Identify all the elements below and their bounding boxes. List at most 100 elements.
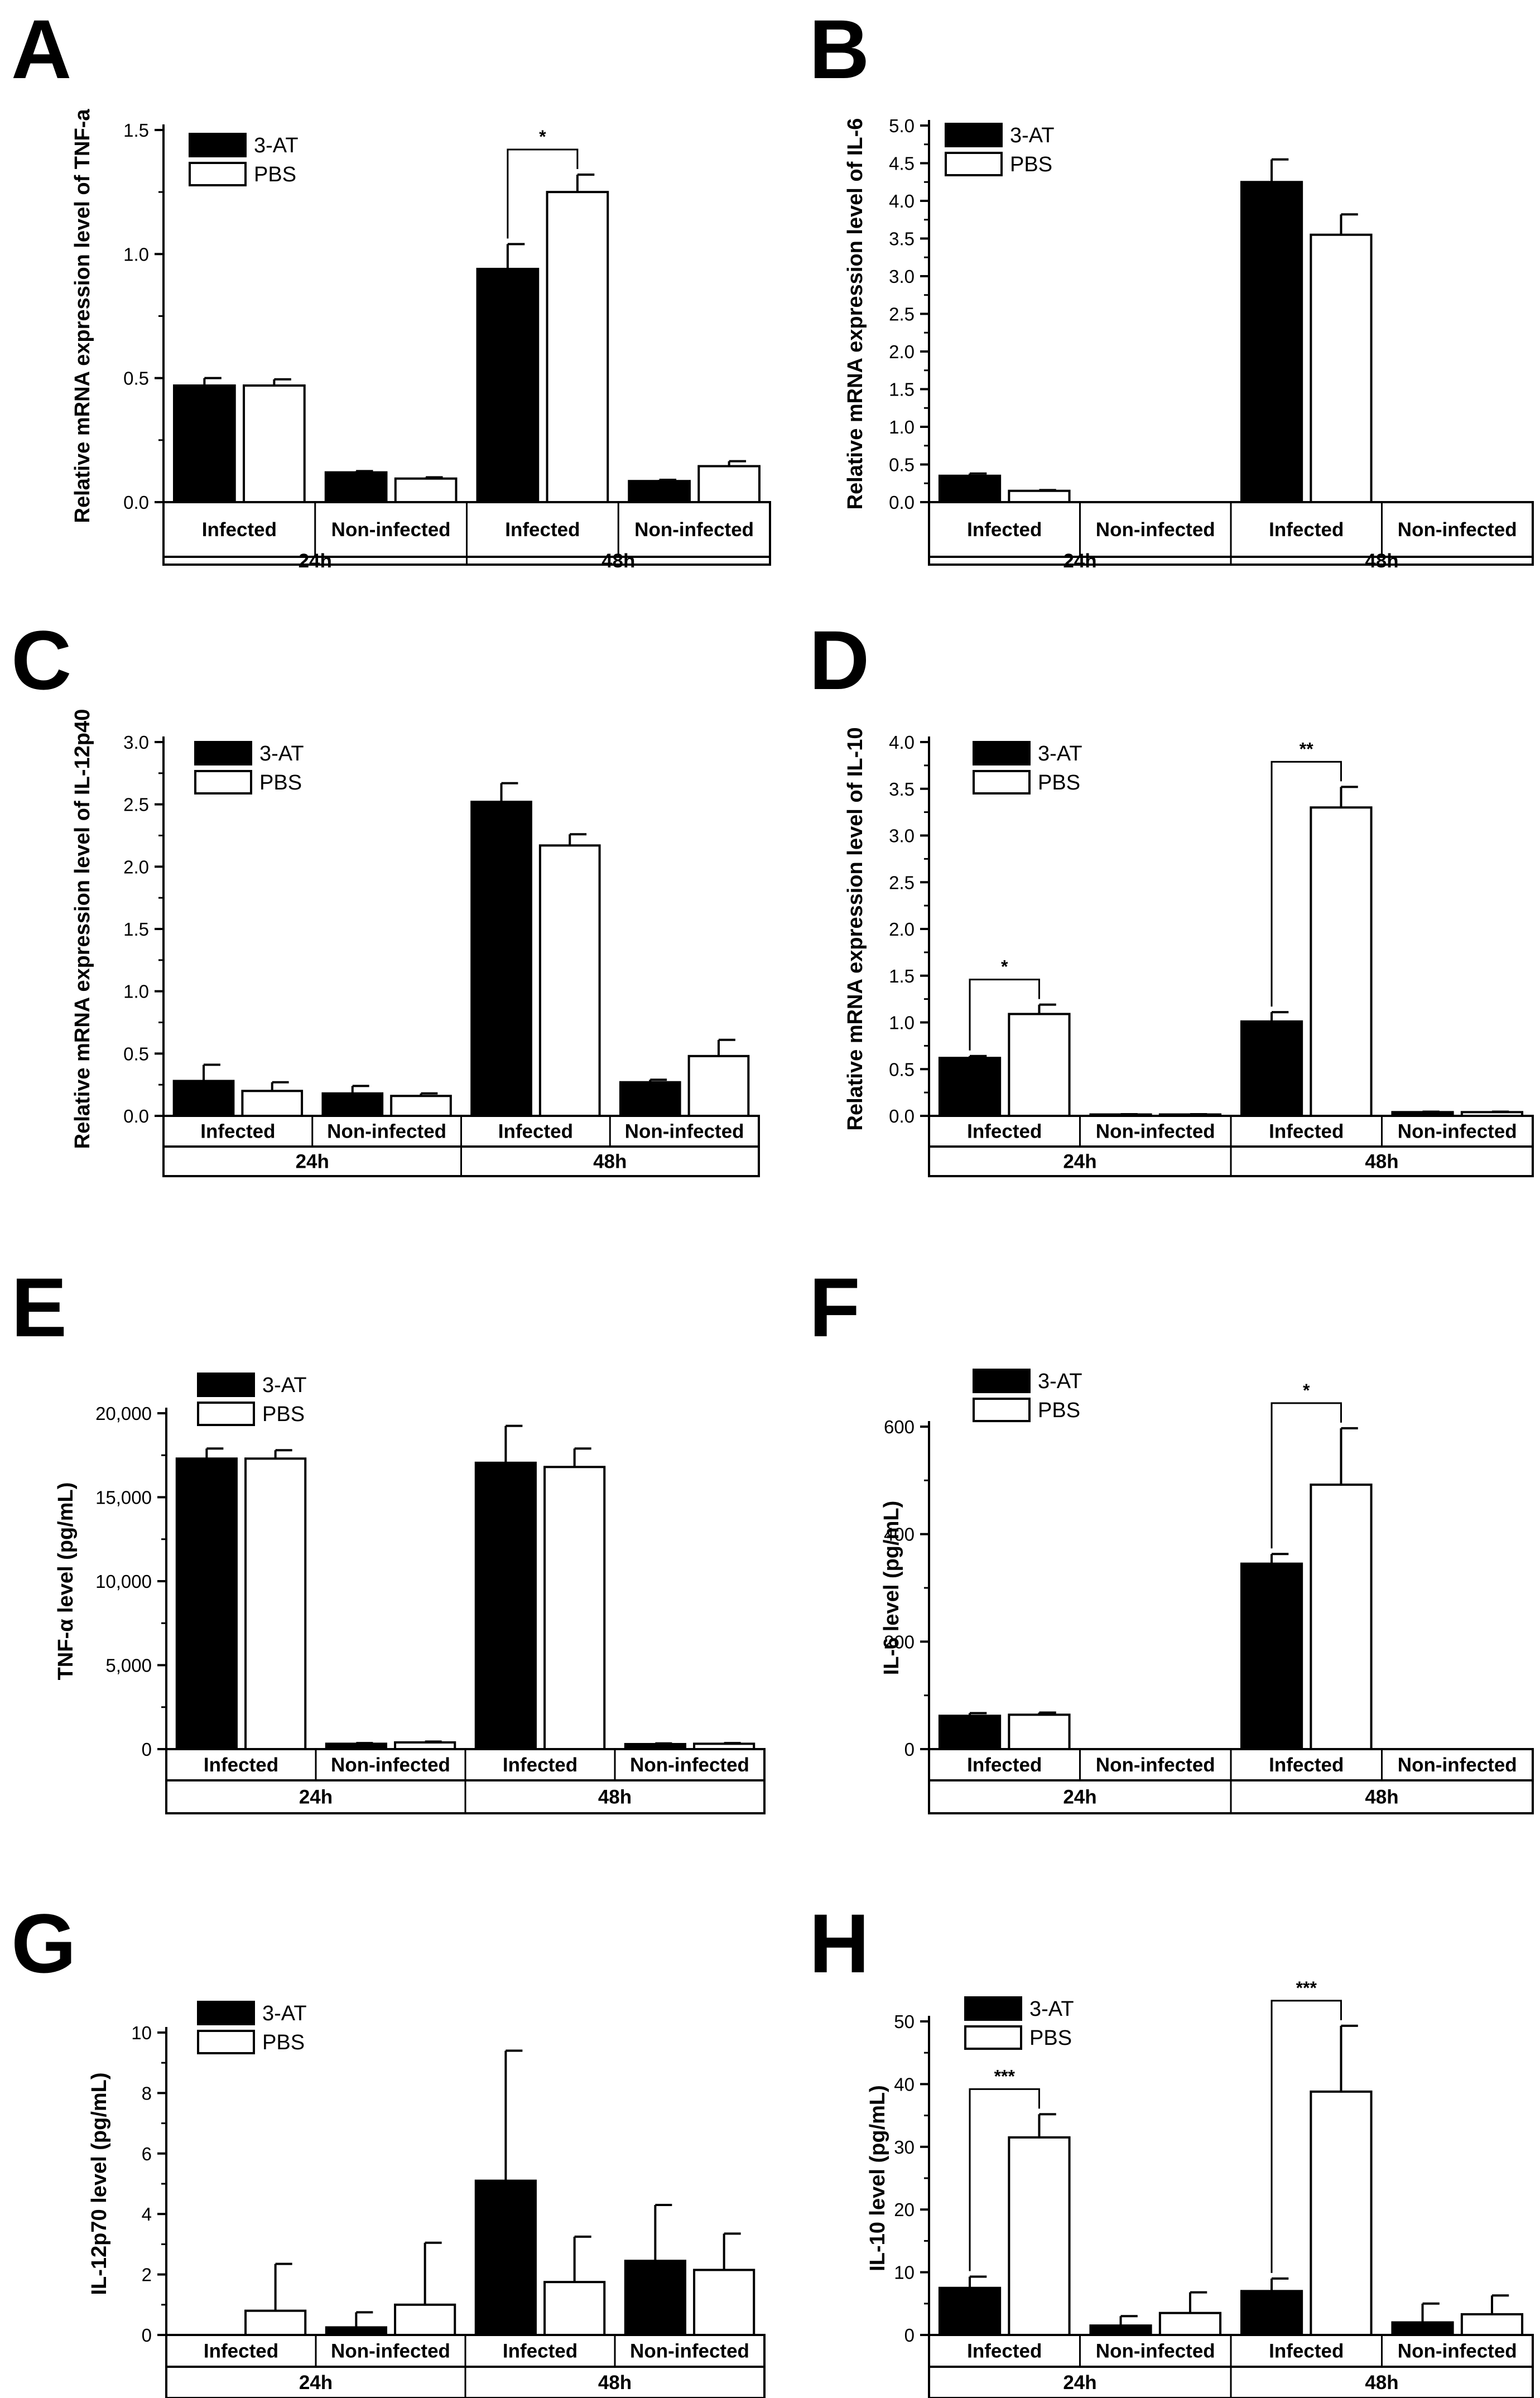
- chart-panel-c: C 0.0 0.5 1.0 1.5 2.0 2.5 3.0 Relative mRNA expr…: [11, 613, 760, 1177]
- y-tick-label: 0.0: [889, 492, 915, 513]
- y-tick-label: 4.0: [889, 191, 915, 211]
- bar-3at: [476, 268, 540, 503]
- legend-label: PBS: [254, 163, 296, 186]
- category-label: Infected: [204, 1754, 278, 1776]
- panel-letter: A: [11, 2, 71, 96]
- bar-3at: [624, 1742, 686, 1750]
- category-label: Infected: [503, 1754, 578, 1776]
- group-label: 48h: [1365, 1151, 1398, 1173]
- y-tick-label: 0.0: [123, 492, 149, 513]
- category-label: Non-infected: [1398, 1754, 1517, 1776]
- y-tick-label: 50: [894, 2011, 915, 2032]
- significance-label: *: [1001, 957, 1008, 977]
- chart-panel-f: F 0 200 400 600 IL-6 level (pg/mL) Infected Non…: [809, 1260, 1534, 1814]
- category-label: Non-infected: [331, 1754, 450, 1776]
- legend-label: 3-AT: [259, 742, 304, 765]
- significance-label: *: [1303, 1380, 1310, 1400]
- group-label: 24h: [1063, 2372, 1096, 2394]
- category-label: Infected: [202, 519, 277, 541]
- category-label: Infected: [967, 1121, 1042, 1143]
- chart-panel-a: A 0.0 0.5 1.0 1.5 Relative mRNA expression le…: [11, 2, 771, 572]
- significance-label: ***: [994, 2066, 1016, 2086]
- category-label: Non-infected: [1096, 2341, 1215, 2362]
- panel-letter: F: [809, 1260, 860, 1354]
- category-label: Non-infected: [634, 519, 754, 541]
- bar-3at: [1240, 1020, 1303, 1117]
- bar-3at: [470, 801, 532, 1117]
- bar-3at: [619, 1081, 681, 1117]
- y-axis-label: Relative mRNA expression level of IL-12p…: [71, 709, 94, 1149]
- bar-3at: [175, 1457, 238, 1750]
- y-tick-label: 0.5: [889, 1059, 915, 1080]
- category-label: Infected: [967, 2341, 1042, 2362]
- bar-pbs: [1008, 1013, 1071, 1118]
- chart-panel-h: H 0 10 20 30 40 50 IL-10 level (pg/mL) Infected N…: [809, 1896, 1534, 2398]
- bar-pbs: [241, 1090, 304, 1118]
- y-axis-label: Relative mRNA expression level of IL-10: [844, 728, 867, 1131]
- panel-letter: G: [11, 1896, 76, 1990]
- y-tick-label: 2.0: [123, 856, 149, 877]
- y-axis-label: Relative mRNA expression level of IL-6: [844, 118, 867, 510]
- y-tick-label: 4: [142, 2204, 152, 2224]
- bar-pbs: [543, 2281, 606, 2336]
- bar-3at: [938, 474, 1002, 503]
- legend-swatch: [973, 770, 1031, 794]
- legend-label: 3-AT: [1010, 124, 1055, 147]
- y-tick-label: 0: [904, 1739, 915, 1760]
- legend-label: PBS: [262, 1403, 305, 1426]
- y-tick-label: 2.5: [889, 872, 915, 893]
- category-label: Infected: [1269, 1121, 1344, 1143]
- y-tick-label: 400: [884, 1524, 915, 1545]
- category-label: Non-infected: [331, 519, 451, 541]
- y-tick-label: 2.5: [889, 304, 915, 325]
- chart-panel-e: E 0 5,000 10,000 15,000 20,000 TNF-α level (pg…: [11, 1260, 766, 1814]
- significance-bracket: [1270, 1402, 1342, 1549]
- y-tick-label: 40: [894, 2074, 915, 2094]
- significance-bracket: [969, 2088, 1040, 2271]
- bar-3at: [474, 2179, 537, 2337]
- y-tick-label: 20,000: [95, 1403, 152, 1424]
- bar-pbs: [1310, 233, 1373, 503]
- y-tick-label: 600: [884, 1417, 915, 1437]
- category-label: Non-infected: [1096, 519, 1215, 541]
- significance-bracket: [969, 979, 1040, 1051]
- bar-3at: [628, 480, 691, 503]
- bar-pbs: [693, 1742, 755, 1750]
- bar-pbs: [243, 384, 306, 503]
- y-tick-label: 1.0: [123, 981, 149, 1002]
- bar-3at: [474, 1461, 537, 1750]
- legend-label: 3-AT: [262, 2002, 307, 2025]
- bar-pbs: [1310, 2090, 1373, 2336]
- legend-label: PBS: [259, 771, 302, 794]
- category-label: Non-infected: [327, 1121, 446, 1143]
- category-label: Non-infected: [331, 2341, 450, 2362]
- legend-swatch: [194, 741, 252, 765]
- bar-3at: [325, 2326, 387, 2337]
- category-label: Non-infected: [625, 1121, 744, 1143]
- y-tick-label: 3.0: [889, 826, 915, 846]
- y-tick-label: 3.5: [889, 229, 915, 249]
- group-label: 24h: [299, 2372, 333, 2394]
- y-tick-label: 6: [142, 2144, 152, 2164]
- category-label: Infected: [503, 2341, 578, 2362]
- bar-3at: [624, 2260, 686, 2336]
- y-tick-label: 0.5: [889, 455, 915, 475]
- category-label: Infected: [1269, 1754, 1344, 1776]
- bar-pbs: [543, 1466, 606, 1751]
- y-tick-label: 3.0: [889, 266, 915, 287]
- bar-pbs: [394, 477, 458, 503]
- bar-pbs: [1310, 1484, 1373, 1751]
- legend-swatch: [973, 1369, 1031, 1393]
- y-tick-label: 10: [131, 2023, 152, 2043]
- legend-swatch: [945, 152, 1003, 176]
- y-tick-label: 0.5: [123, 1043, 149, 1064]
- chart-panel-g: G 0 2 4 6 8 10 IL-12p70 level (pg/mL) Infected No…: [11, 1896, 766, 2398]
- bar-3at: [173, 384, 236, 503]
- y-tick-label: 1.0: [123, 244, 149, 264]
- panel-letter: E: [11, 1260, 67, 1354]
- bar-pbs: [1158, 2312, 1222, 2337]
- legend-label: PBS: [1029, 2026, 1072, 2050]
- bar-3at: [1240, 2290, 1303, 2336]
- bar-3at: [938, 1057, 1002, 1118]
- y-axis-label: IL-6 level (pg/mL): [880, 1501, 903, 1675]
